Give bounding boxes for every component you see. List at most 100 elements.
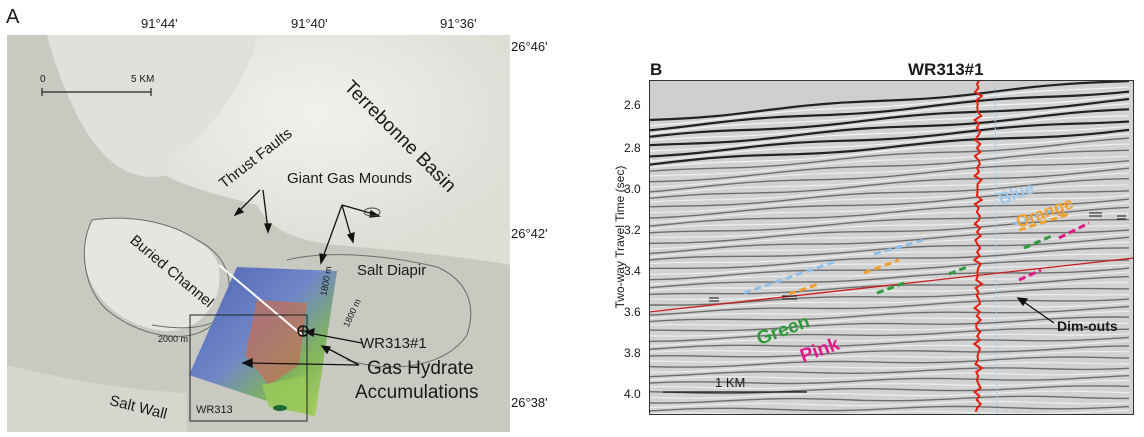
scale-distance: 5 KM: [131, 74, 155, 85]
label-accumulations: Accumulations: [355, 382, 479, 403]
seismic-reflector: [649, 198, 1130, 227]
seismic-reflector: [649, 267, 1130, 289]
seismic-reflector: [649, 108, 1130, 147]
y-tick-label: 3.4: [624, 264, 641, 278]
seismic-reflector: [649, 229, 1130, 255]
seismic-reflector: [649, 385, 1130, 395]
seismic-reflector: [649, 212, 1130, 239]
annotation-arrows: [233, 189, 381, 369]
seismic-reflector: [649, 264, 1130, 285]
seismic-reflector: [649, 133, 1130, 169]
seismic-reflector: [649, 371, 1130, 381]
tie-markers: [709, 212, 1126, 302]
seismic-reflector: [649, 336, 1130, 350]
y-tick-label: 3.8: [624, 346, 641, 360]
panel-b: B WR313#1 Two-way Travel Time (sec) 2.6 …: [590, 0, 1144, 437]
seismic-reflector: [649, 160, 1130, 193]
seismic-reflectors: [649, 80, 1130, 415]
top-tick-label: 91°36': [440, 16, 477, 31]
seismic-reflector: [649, 149, 1130, 183]
seismic-line: [218, 264, 303, 336]
base-line: [649, 257, 1134, 313]
seismic-reflector: [649, 190, 1130, 219]
seismic-reflector: [649, 128, 1130, 166]
seismic-reflector: [649, 305, 1130, 323]
seismic-reflector: [649, 97, 1130, 138]
label-block-wr313: WR313: [196, 404, 233, 416]
seismic-reflector: [649, 224, 1130, 250]
horizon-blue: [743, 206, 1060, 295]
resistivity-log: [972, 80, 984, 413]
survey-green-zone: [262, 375, 313, 415]
seismic-reflector: [649, 322, 1130, 337]
seismic-reflector: [649, 350, 1130, 363]
seismic-reflector: [649, 379, 1130, 390]
seismic-reflector: [649, 367, 1130, 378]
seismic-reflector: [649, 206, 1130, 234]
seismic-reflector: [649, 90, 1130, 132]
seismic-reflector: [649, 327, 1130, 343]
y-tick-label: 3.2: [624, 223, 641, 237]
seismic-reflector: [649, 333, 1130, 347]
section-scale-label: 1 KM: [715, 375, 746, 390]
right-tick-label: 26°46': [511, 39, 548, 54]
wr313-block-outline: [189, 314, 308, 422]
label-dimouts: Dim-outs: [1057, 318, 1118, 334]
seismic-reflector: [649, 94, 1130, 135]
seismic-reflector: [649, 167, 1130, 200]
seismic-reflector: [649, 80, 1130, 122]
seismic-reflector: [649, 143, 1130, 177]
seismic-reflector: [649, 241, 1130, 265]
panel-b-label: B: [650, 60, 663, 79]
seismic-reflector: [649, 395, 1129, 404]
seismic-reflector: [649, 103, 1130, 141]
scale-zero: 0: [40, 74, 46, 85]
seismic-reflector: [649, 202, 1130, 230]
seismic-reflector: [649, 155, 1130, 188]
top-tick-label: 91°40': [291, 16, 328, 31]
seismic-reflector: [649, 163, 1130, 196]
dimouts-arrow: [1016, 297, 1055, 324]
label-giant-gas-mounds: Giant Gas Mounds: [287, 170, 413, 187]
seismic-reflector: [649, 137, 1130, 172]
seismic-reflector: [649, 310, 1130, 326]
seismic-reflector: [649, 340, 1130, 353]
seismic-reflector: [649, 345, 1130, 358]
right-tick-label: 26°42': [511, 226, 548, 241]
seismic-reflector: [649, 259, 1130, 281]
channel-region: [84, 218, 220, 331]
seismic-reflector: [649, 281, 1129, 300]
seismic-reflector: [649, 294, 1130, 312]
seismic-reflector: [649, 218, 1130, 244]
horizon-green: [876, 233, 1055, 295]
panel-a-label: A: [6, 6, 20, 28]
right-tick-label: 26°38': [511, 395, 548, 410]
seismic-reflector: [649, 177, 1130, 208]
seismic-reflector: [649, 184, 1130, 214]
seismic-reflector: [649, 298, 1130, 316]
label-well: WR313#1: [360, 335, 427, 352]
gas-mound-marker: [273, 405, 287, 411]
gas-mound-marker: [363, 207, 381, 217]
bathymetry-map: [7, 35, 510, 432]
seismic-reflector: [649, 120, 1130, 158]
panel-b-title: WR313#1: [908, 60, 984, 79]
y-tick-label: 3.0: [624, 182, 641, 196]
y-tick-label: 4.0: [624, 387, 641, 401]
seismic-reflector: [649, 409, 1130, 415]
horizon-pink: [1018, 221, 1090, 282]
label-salt-diapir: Salt Diapir: [357, 262, 427, 279]
seismic-reflector: [649, 125, 1130, 162]
seismic-reflector: [649, 375, 1130, 385]
label-depth-2000: 2000 m: [158, 334, 189, 344]
top-tick-label: 91°44': [141, 16, 178, 31]
water-column: [649, 80, 1134, 122]
seismic-reflector: [649, 405, 1130, 412]
seismic-reflector: [649, 194, 1130, 224]
y-tick-label: 3.6: [624, 305, 641, 319]
seismic-reflector: [649, 400, 1130, 409]
basin-region: [157, 35, 510, 265]
panel-a: A 91°44' 91°40' 91°36' 26°46' 26°42' 26°…: [0, 0, 560, 437]
y-tick-label: 2.6: [624, 98, 641, 112]
section-frame: [649, 80, 1134, 415]
